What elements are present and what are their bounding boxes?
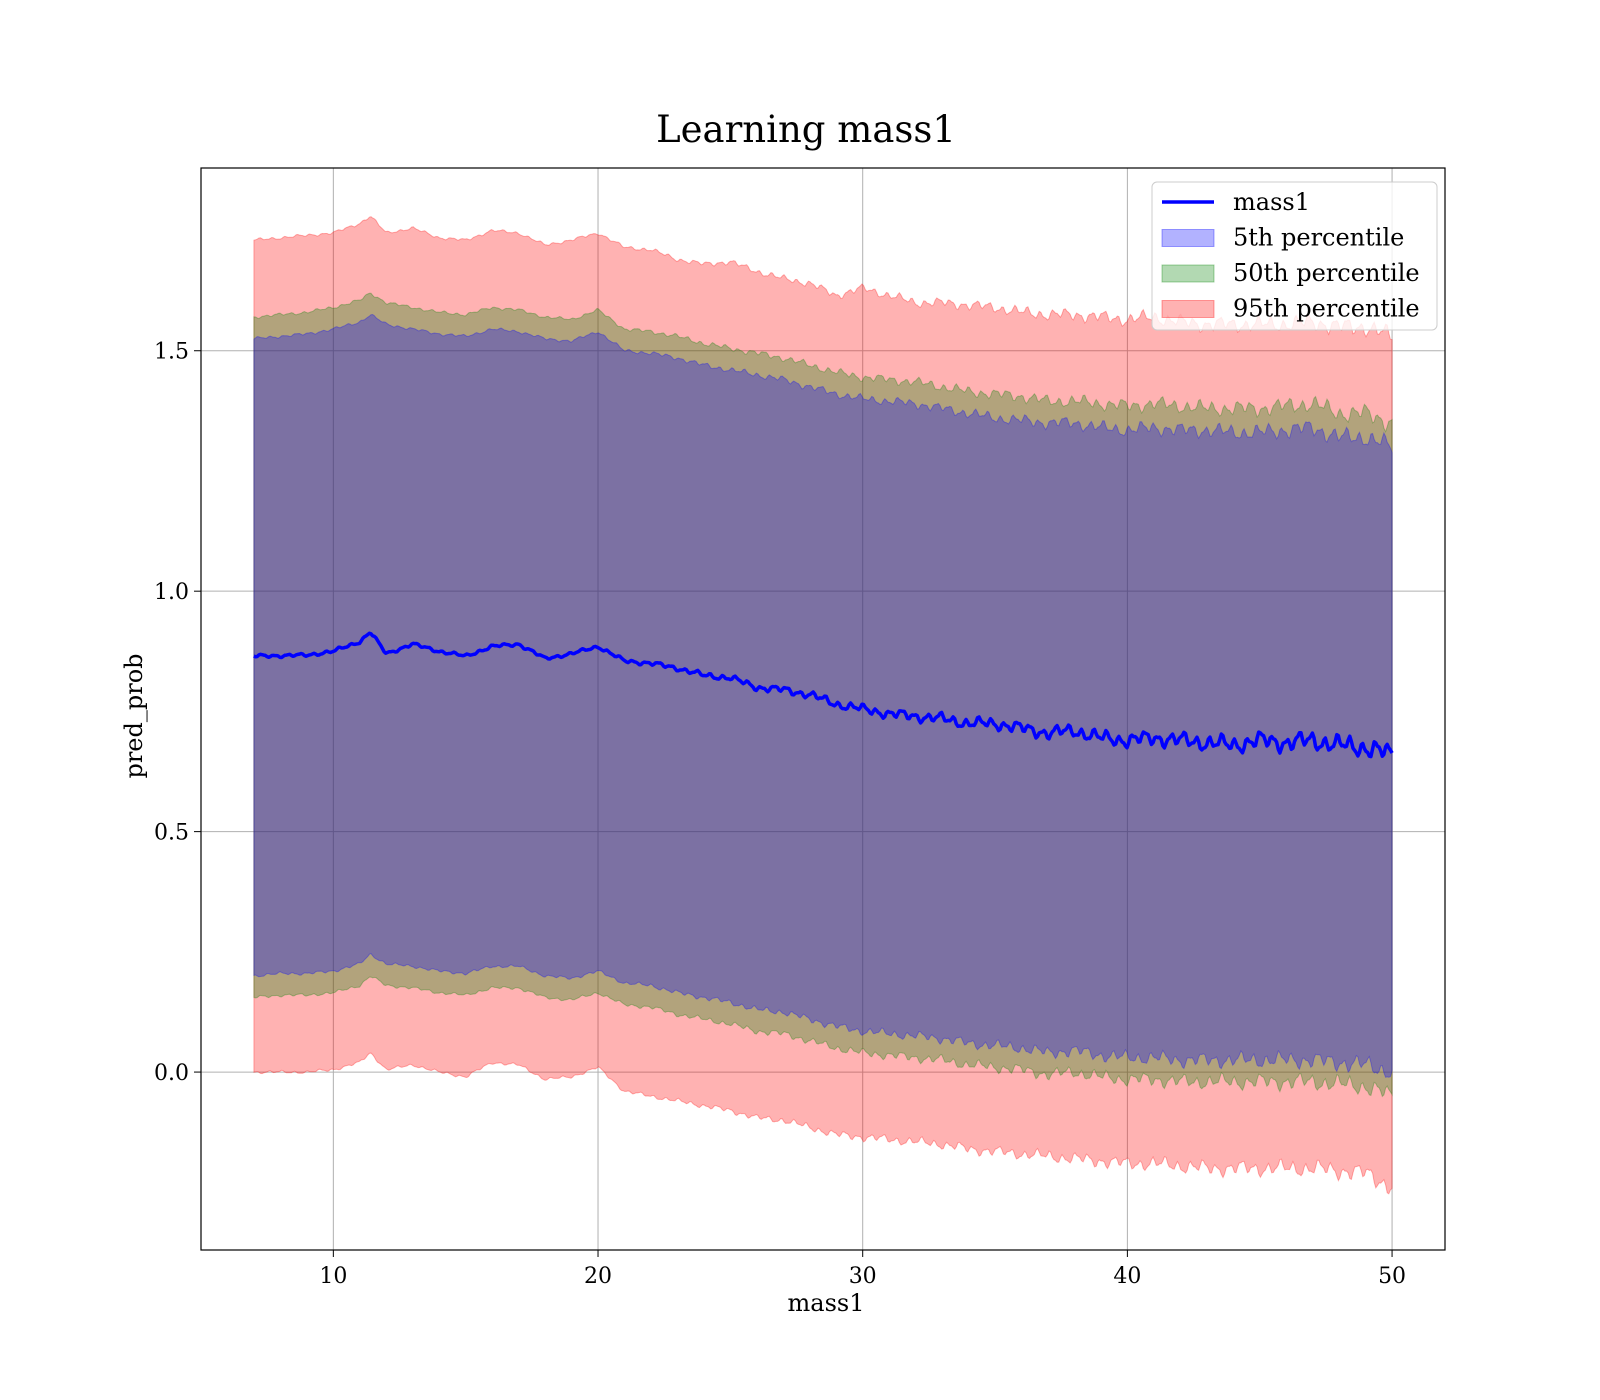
- y-tick-label: 0.0: [154, 1061, 189, 1086]
- y-tick-label: 1.5: [154, 340, 189, 365]
- grid-lines: [201, 168, 1445, 1250]
- legend-label: mass1: [1233, 188, 1310, 216]
- y-tick-label: 0.5: [154, 821, 189, 846]
- percentile-bands: [253, 216, 1393, 1195]
- axis-ticks: 10 20 30 40 50 0.0 0.5 1.0 1.5: [154, 340, 1406, 1289]
- series-lines: [253, 631, 1394, 759]
- x-tick-label: 10: [319, 1264, 347, 1289]
- legend-label: 5th percentile: [1233, 224, 1404, 252]
- legend-swatch-band: [1161, 264, 1215, 283]
- y-tick-label: 1.0: [154, 580, 189, 605]
- x-tick-label: 30: [849, 1264, 877, 1289]
- legend-swatch-band: [1161, 300, 1215, 318]
- legend-box: [1151, 181, 1438, 331]
- band-50th-percentile: [253, 292, 1393, 1098]
- legend-label: 50th percentile: [1233, 259, 1420, 287]
- x-tick-label: 40: [1113, 1264, 1141, 1289]
- band-95th-percentile: [253, 216, 1393, 1195]
- plot-area-frame: [200, 167, 1446, 1251]
- legend-swatch-band: [1161, 229, 1215, 247]
- x-tick-label: 20: [584, 1264, 612, 1289]
- x-tick-label: 50: [1378, 1264, 1406, 1289]
- chart-title: Learning mass1: [656, 108, 956, 151]
- y-axis-label: pred_prob: [120, 653, 148, 778]
- legend: mass1 5th percentile 50th percentile 95th p…: [1151, 181, 1438, 331]
- series-line-mass1: [253, 631, 1394, 759]
- x-axis-label: mass1: [788, 1289, 865, 1317]
- legend-label: 95th percentile: [1233, 295, 1420, 323]
